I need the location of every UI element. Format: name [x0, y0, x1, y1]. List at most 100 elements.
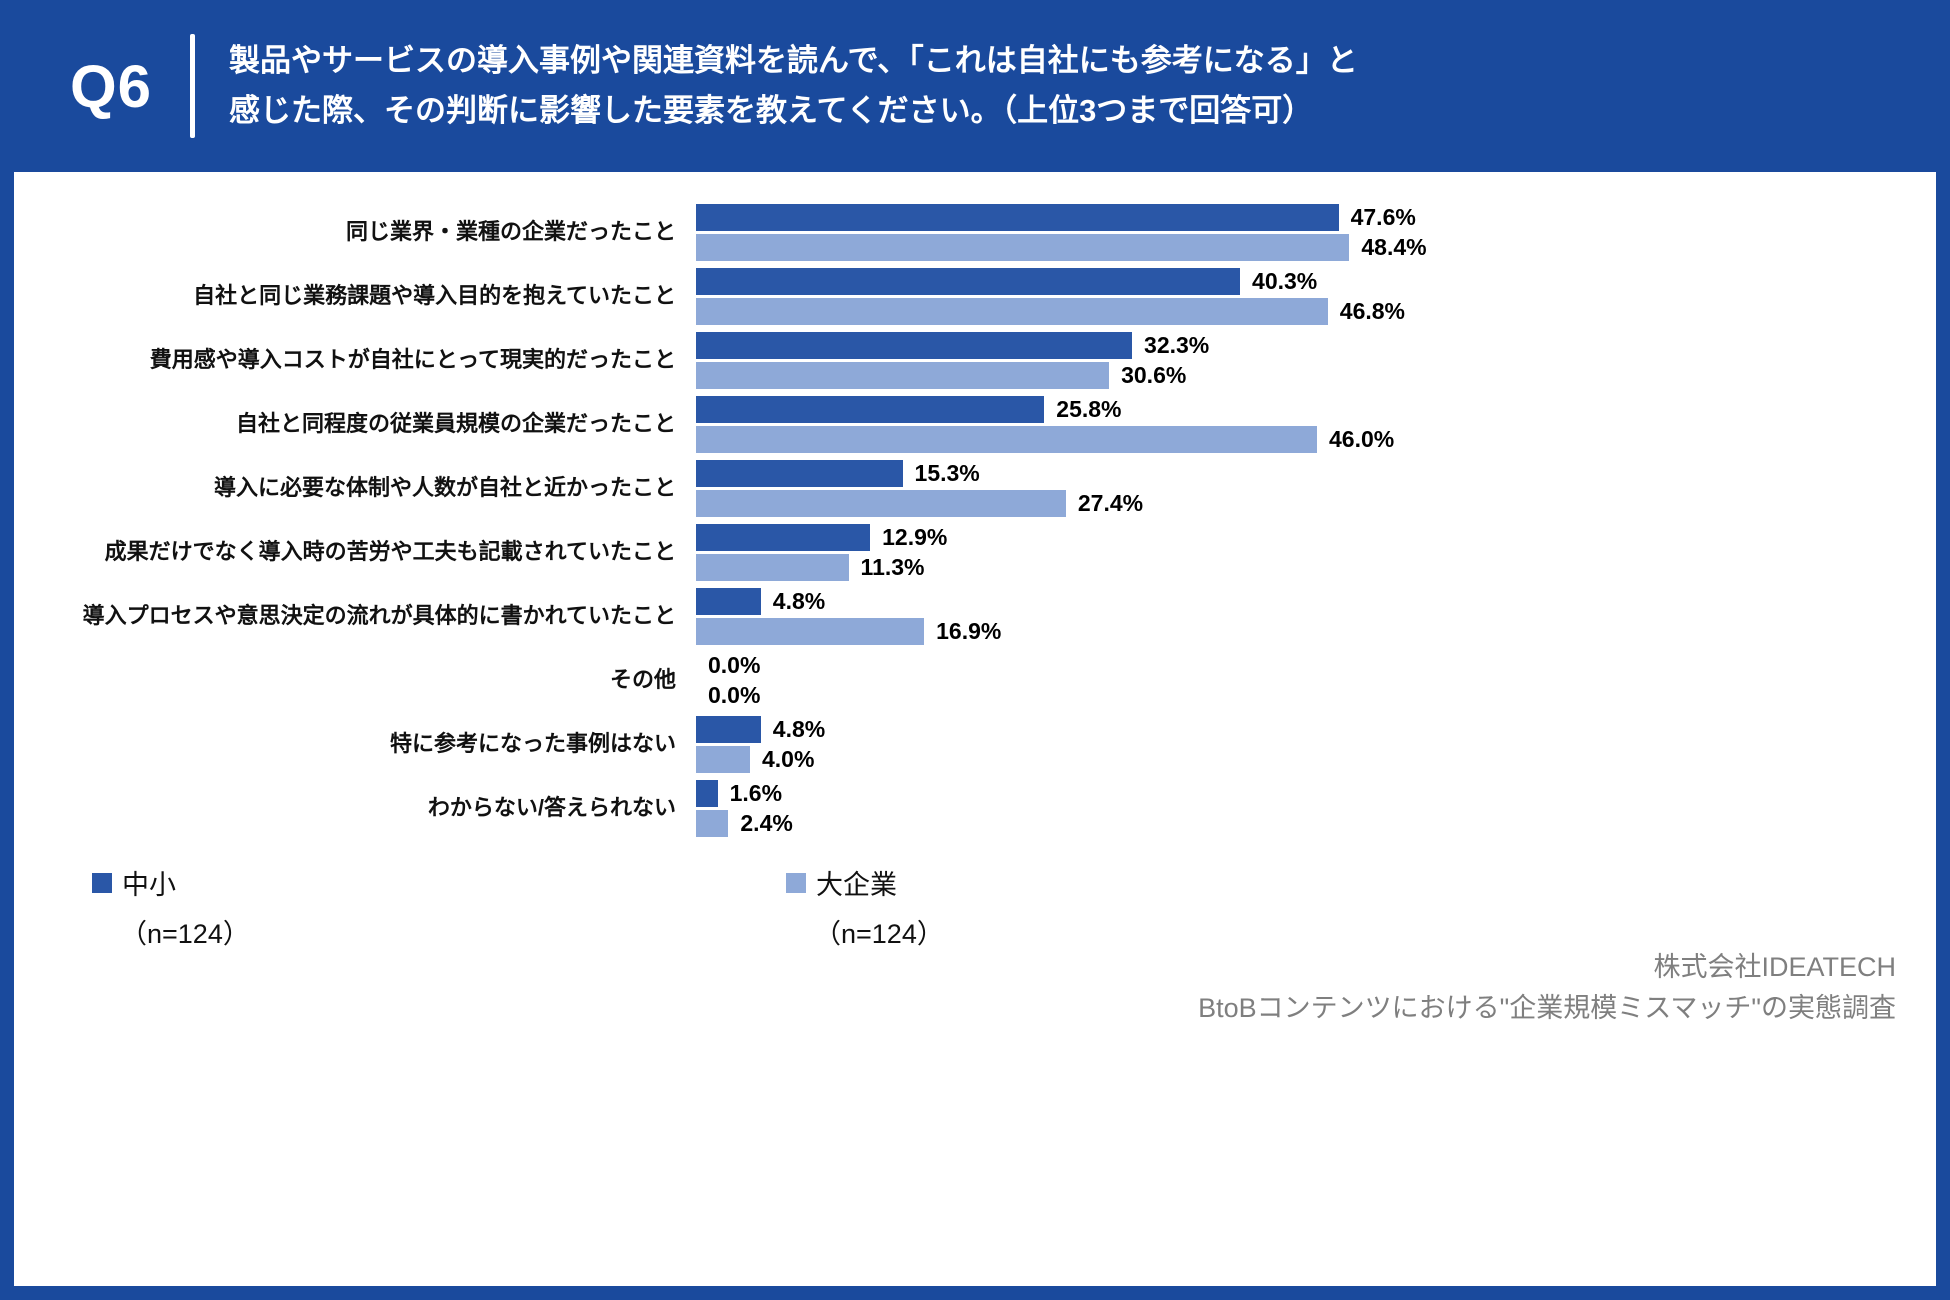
value-label: 4.0%: [762, 746, 815, 772]
bar-daikigyo: [696, 810, 729, 837]
value-label: 0.0%: [708, 682, 761, 708]
bar-chusho: [696, 268, 1241, 295]
bar-pair: 47.6% 48.4%: [696, 204, 1427, 261]
value-label: 46.8%: [1339, 298, 1406, 324]
bar-line: 1.6%: [696, 780, 793, 807]
bar-line: 25.8%: [696, 396, 1394, 423]
bar-line: 46.0%: [696, 426, 1394, 453]
chart-row: 特に参考になった事例はない 4.8% 4.0%: [14, 716, 1936, 773]
value-label: 32.3%: [1144, 332, 1210, 358]
value-label: 25.8%: [1056, 396, 1122, 422]
bar-pair: 12.9% 11.3%: [696, 524, 947, 581]
question-title-line2: 感じた際、その判断に影響した要素を教えてください。（上位3つまで回答可）: [229, 93, 1314, 128]
chart-row: 自社と同程度の従業員規模の企業だったこと 25.8% 46.0%: [14, 396, 1936, 453]
category-label: 自社と同じ業務課題や導入目的を抱えていたこと: [193, 283, 676, 309]
value-label: 2.4%: [740, 810, 793, 836]
bar-line: 15.3%: [696, 460, 1143, 487]
bar-daikigyo: [696, 426, 1317, 453]
bar-pair: 40.3% 46.8%: [696, 268, 1405, 325]
chart-row: わからない/答えられない 1.6% 2.4%: [14, 780, 1936, 837]
value-label: 12.9%: [882, 524, 948, 550]
source-company: 株式会社IDEATECH: [1653, 952, 1896, 982]
source-credit: 株式会社IDEATECH BtoBコンテンツにおける"企業規模ミスマッチ"の実態…: [1198, 947, 1896, 1028]
legend-n-daikigyo: （n=124）: [814, 919, 944, 949]
value-label: 48.4%: [1361, 234, 1427, 260]
legend-swatch-chusho: [92, 872, 112, 893]
bar-daikigyo: [696, 490, 1066, 517]
value-label: 40.3%: [1252, 268, 1318, 294]
legend-item-chusho: 中小 （n=124）: [92, 863, 250, 951]
category-label: その他: [609, 667, 676, 693]
bar-chusho: [696, 332, 1133, 359]
category-label: 同じ業界・業種の企業だったこと: [345, 219, 676, 245]
bar-pair: 4.8% 16.9%: [696, 588, 1001, 645]
value-label: 15.3%: [914, 460, 980, 486]
chart-panel: 同じ業界・業種の企業だったこと 47.6% 48.4% 自社と同じ業務課題や導入目的を…: [14, 172, 1936, 1286]
bar-chart: 同じ業界・業種の企業だったこと 47.6% 48.4% 自社と同じ業務課題や導入目的を…: [14, 172, 1936, 973]
value-label: 11.3%: [860, 554, 925, 580]
bar-line: 4.8%: [696, 588, 1001, 615]
bar-pair: 4.8% 4.0%: [696, 716, 825, 773]
bar-line: 11.3%: [696, 554, 947, 581]
chart-rows: 同じ業界・業種の企業だったこと 47.6% 48.4% 自社と同じ業務課題や導入目的を…: [14, 204, 1936, 837]
question-header: Q6 製品やサービスの導入事例や関連資料を読んで、「これは自社にも参考になる」と…: [0, 0, 1950, 172]
chart-row: 同じ業界・業種の企業だったこと 47.6% 48.4%: [14, 204, 1936, 261]
legend-item-daikigyo: 大企業 （n=124）: [786, 863, 944, 951]
bar-chusho: [696, 396, 1045, 423]
bar-pair: 1.6% 2.4%: [696, 780, 793, 837]
legend-n-chusho: （n=124）: [120, 919, 250, 949]
header-divider: [190, 34, 196, 138]
question-title: 製品やサービスの導入事例や関連資料を読んで、「これは自社にも参考になる」と 感じ…: [229, 36, 1358, 135]
category-label: 自社と同程度の従業員規模の企業だったこと: [235, 411, 676, 437]
value-label: 46.0%: [1329, 426, 1395, 452]
bar-line: 32.3%: [696, 332, 1209, 359]
category-label: 導入に必要な体制や人数が自社と近かったこと: [213, 475, 676, 501]
value-label: 4.8%: [772, 716, 826, 742]
question-title-line1: 製品やサービスの導入事例や関連資料を読んで、「これは自社にも参考になる」と: [229, 43, 1358, 79]
bar-daikigyo: [696, 746, 750, 773]
bar-line: 30.6%: [696, 362, 1209, 389]
bar-chusho: [696, 780, 718, 807]
value-label: 1.6%: [729, 780, 783, 806]
bar-line: 4.8%: [696, 716, 825, 743]
bar-line: 2.4%: [696, 810, 793, 837]
bar-daikigyo: [696, 362, 1110, 389]
bar-chusho: [696, 204, 1339, 231]
category-label: わからない/答えられない: [427, 795, 676, 821]
value-label: 16.9%: [936, 618, 1002, 644]
value-label: 4.8%: [772, 588, 826, 614]
value-label: 0.0%: [708, 652, 761, 678]
bar-line: 0.0%: [696, 682, 760, 709]
bar-line: 46.8%: [696, 298, 1405, 325]
bar-daikigyo: [696, 618, 925, 645]
bar-line: 47.6%: [696, 204, 1427, 231]
bar-line: 16.9%: [696, 618, 1001, 645]
value-label: 27.4%: [1077, 490, 1144, 516]
legend-swatch-daikigyo: [786, 872, 806, 893]
bar-chusho: [696, 460, 903, 487]
category-label: 成果だけでなく導入時の苦労や工夫も記載されていたこと: [104, 539, 676, 565]
chart-row: 導入プロセスや意思決定の流れが具体的に書かれていたこと 4.8% 16.9%: [14, 588, 1936, 645]
legend-label-daikigyo: 大企業: [816, 870, 897, 900]
bar-chusho: [696, 716, 761, 743]
question-number: Q6: [70, 52, 153, 120]
chart-row: 導入に必要な体制や人数が自社と近かったこと 15.3% 27.4%: [14, 460, 1936, 517]
chart-row: 自社と同じ業務課題や導入目的を抱えていたこと 40.3% 46.8%: [14, 268, 1936, 325]
legend-label-chusho: 中小: [122, 870, 176, 900]
chart-row: 成果だけでなく導入時の苦労や工夫も記載されていたこと 12.9% 11.3%: [14, 524, 1936, 581]
category-label: 費用感や導入コストが自社にとって現実的だったこと: [149, 347, 676, 373]
bar-pair: 25.8% 46.0%: [696, 396, 1394, 453]
source-survey: BtoBコンテンツにおける"企業規模ミスマッチ"の実態調査: [1198, 992, 1896, 1023]
bar-pair: 15.3% 27.4%: [696, 460, 1143, 517]
bar-pair: 0.0% 0.0%: [696, 652, 760, 709]
legend: 中小 （n=124） 大企業 （n=124）: [14, 863, 1936, 973]
bar-chusho: [696, 524, 871, 551]
value-label: 47.6%: [1350, 204, 1416, 230]
chart-row: 費用感や導入コストが自社にとって現実的だったこと 32.3% 30.6%: [14, 332, 1936, 389]
bar-line: 0.0%: [696, 652, 760, 679]
bar-line: 40.3%: [696, 268, 1405, 295]
bar-daikigyo: [696, 554, 849, 581]
bar-daikigyo: [696, 234, 1350, 261]
bar-line: 12.9%: [696, 524, 947, 551]
bar-line: 27.4%: [696, 490, 1143, 517]
